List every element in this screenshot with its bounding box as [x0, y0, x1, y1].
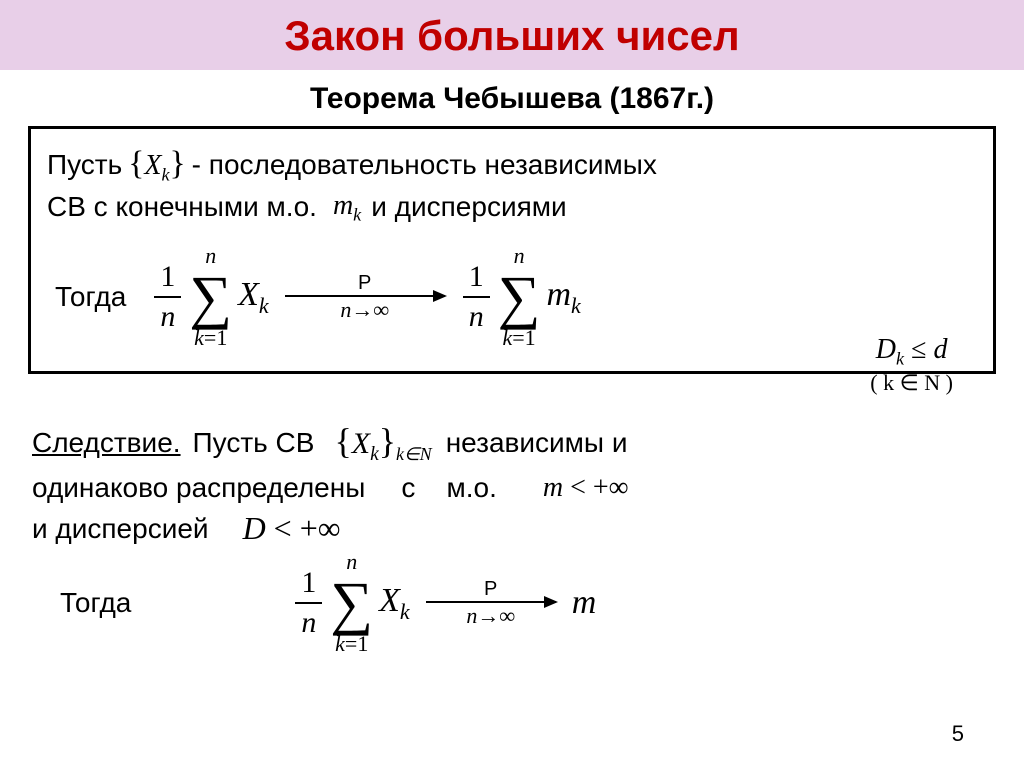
- theorem-line2: СВ с конечными м.о. mk и дисперсиями: [47, 190, 977, 226]
- cor-t4: с м.о.: [401, 472, 497, 504]
- arrow-icon: [285, 295, 445, 297]
- cor-arrow: P n→∞: [426, 578, 556, 629]
- corollary-line2: одинаково распределены с м.о. m < +∞: [32, 472, 992, 504]
- page-title: Закон больших чисел: [284, 12, 739, 59]
- mk-symbol: mk: [333, 190, 361, 226]
- theorem-formula: Тогда 1 n n ∑ k=1 Xk P n→∞ 1 n n ∑ k=1 m…: [47, 245, 977, 349]
- cor-limit-m: m: [572, 584, 597, 622]
- D-finite: D < +∞: [243, 510, 341, 547]
- sum-left: n ∑ k=1: [189, 245, 232, 349]
- text-let: Пусть: [47, 149, 122, 181]
- title-bar: Закон больших чисел: [0, 0, 1024, 70]
- text-line2b: и дисперсиями: [371, 191, 566, 223]
- corollary-label: Следствие.: [32, 427, 181, 459]
- cor-term-Xk: Xk: [379, 582, 410, 625]
- theorem-line1: Пусть {Xk} - последовательность независи…: [47, 145, 977, 186]
- corollary-formula: Тогда 1 n n ∑ k=1 Xk P n→∞ m: [52, 551, 992, 655]
- cor-t1: Пусть СВ: [193, 427, 315, 459]
- cor-seq: {Xk}k∈N: [334, 420, 431, 466]
- corollary-line3: и дисперсией D < +∞: [32, 510, 992, 547]
- text-line2a: СВ с конечными м.о.: [47, 191, 317, 223]
- seq-notation: {Xk}: [128, 145, 185, 186]
- m-finite: m < +∞: [543, 472, 629, 504]
- theorem-name: Теорема Чебышева (1867г.): [0, 82, 1024, 116]
- text-seq-desc: - последовательность независимых: [192, 149, 657, 181]
- arrow-icon: [426, 601, 556, 603]
- constraint-ineq: Dk ≤ d: [870, 334, 953, 370]
- page-number: 5: [952, 721, 964, 747]
- cor-t5: и дисперсией: [32, 513, 209, 545]
- constraint-domain: ( k ∈ N ): [870, 370, 953, 396]
- variance-constraint: Dk ≤ d ( k ∈ N ): [870, 334, 953, 396]
- text-then: Тогда: [55, 281, 126, 313]
- corollary-line1: Следствие. Пусть СВ {Xk}k∈N независимы и: [32, 420, 992, 466]
- cor-t3: одинаково распределены: [32, 472, 365, 504]
- cor-frac: 1 n: [295, 568, 322, 638]
- frac-1-n-left: 1 n: [154, 262, 181, 332]
- theorem-box: Пусть {Xk} - последовательность независи…: [28, 126, 996, 374]
- frac-1-n-right: 1 n: [463, 262, 490, 332]
- converges-in-prob: P n→∞: [285, 272, 445, 323]
- corollary-block: Следствие. Пусть СВ {Xk}k∈N независимы и…: [32, 420, 992, 655]
- term-mk: mk: [546, 276, 580, 319]
- cor-then: Тогда: [60, 587, 131, 619]
- cor-t2: независимы и: [446, 427, 628, 459]
- cor-sum: n ∑ k=1: [330, 551, 373, 655]
- term-Xk: Xk: [238, 276, 269, 319]
- sum-right: n ∑ k=1: [498, 245, 541, 349]
